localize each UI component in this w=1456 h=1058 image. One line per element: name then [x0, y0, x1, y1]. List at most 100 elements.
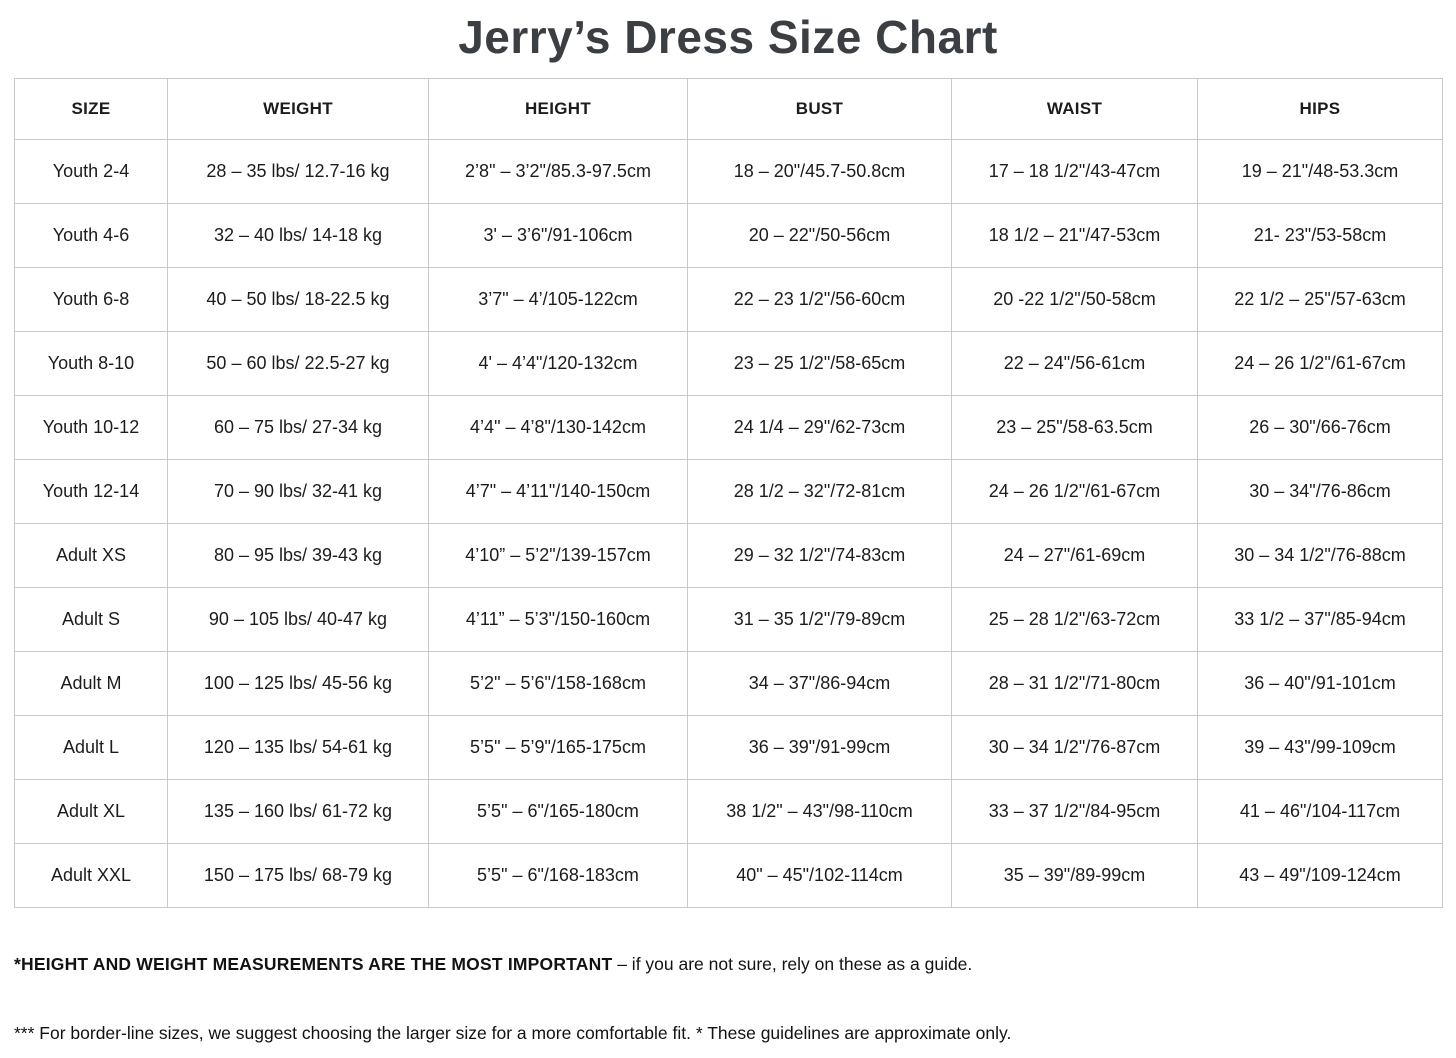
- size-cell: Youth 12-14: [14, 459, 168, 524]
- measurement-cell: 24 – 26 1/2"/61-67cm: [951, 459, 1198, 524]
- size-cell: Youth 4-6: [14, 203, 168, 268]
- measurement-cell: 30 – 34"/76-86cm: [1197, 459, 1443, 524]
- measurement-cell: 29 – 32 1/2"/74-83cm: [687, 523, 952, 588]
- measurement-cell: 36 – 39"/91-99cm: [687, 715, 952, 780]
- size-cell: Adult M: [14, 651, 168, 716]
- column-header-hips: HIPS: [1197, 78, 1443, 140]
- table-row: Youth 2-4 28 – 35 lbs/ 12.7-16 kg 2’8" – 3…: [14, 139, 1443, 204]
- header-row: SIZE WEIGHT HEIGHT BUST WAIST HIPS: [14, 78, 1443, 140]
- measurement-cell: 18 – 20"/45.7-50.8cm: [687, 139, 952, 204]
- table-row: Adult S 90 – 105 lbs/ 40-47 kg 4’11” – 5’3…: [14, 587, 1443, 652]
- table-header: SIZE WEIGHT HEIGHT BUST WAIST HIPS: [14, 78, 1443, 140]
- footnotes: *HEIGHT AND WEIGHT MEASUREMENTS ARE THE …: [14, 954, 1442, 1045]
- measurement-cell: 24 – 26 1/2"/61-67cm: [1197, 331, 1443, 396]
- table-row: Youth 4-6 32 – 40 lbs/ 14-18 kg 3' – 3’6"/…: [14, 203, 1443, 268]
- measurement-cell: 28 1/2 – 32"/72-81cm: [687, 459, 952, 524]
- footnote-height-weight: *HEIGHT AND WEIGHT MEASUREMENTS ARE THE …: [14, 954, 1442, 976]
- measurement-cell: 24 – 27"/61-69cm: [951, 523, 1198, 588]
- measurement-cell: 31 – 35 1/2"/79-89cm: [687, 587, 952, 652]
- column-header-height: HEIGHT: [428, 78, 688, 140]
- column-header-bust: BUST: [687, 78, 952, 140]
- measurement-cell: 32 – 40 lbs/ 14-18 kg: [167, 203, 429, 268]
- measurement-cell: 80 – 95 lbs/ 39-43 kg: [167, 523, 429, 588]
- measurement-cell: 25 – 28 1/2"/63-72cm: [951, 587, 1198, 652]
- measurement-cell: 19 – 21"/48-53.3cm: [1197, 139, 1443, 204]
- measurement-cell: 21- 23"/53-58cm: [1197, 203, 1443, 268]
- measurement-cell: 5’2" – 5’6"/158-168cm: [428, 651, 688, 716]
- measurement-cell: 3' – 3’6"/91-106cm: [428, 203, 688, 268]
- measurement-cell: 30 – 34 1/2"/76-88cm: [1197, 523, 1443, 588]
- size-cell: Youth 6-8: [14, 267, 168, 332]
- measurement-cell: 26 – 30"/66-76cm: [1197, 395, 1443, 460]
- measurement-cell: 41 – 46"/104-117cm: [1197, 779, 1443, 844]
- size-cell: Adult S: [14, 587, 168, 652]
- table-row: Adult XXL 150 – 175 lbs/ 68-79 kg 5’5" – 6…: [14, 843, 1443, 908]
- measurement-cell: 30 – 34 1/2"/76-87cm: [951, 715, 1198, 780]
- measurement-cell: 135 – 160 lbs/ 61-72 kg: [167, 779, 429, 844]
- measurement-cell: 4’7" – 4’11"/140-150cm: [428, 459, 688, 524]
- column-header-weight: WEIGHT: [167, 78, 429, 140]
- measurement-cell: 22 1/2 – 25"/57-63cm: [1197, 267, 1443, 332]
- size-cell: Youth 10-12: [14, 395, 168, 460]
- measurement-cell: 5’5" – 5’9"/165-175cm: [428, 715, 688, 780]
- measurement-cell: 34 – 37"/86-94cm: [687, 651, 952, 716]
- column-header-waist: WAIST: [951, 78, 1198, 140]
- size-cell: Adult L: [14, 715, 168, 780]
- table-row: Youth 6-8 40 – 50 lbs/ 18-22.5 kg 3’7" – 4…: [14, 267, 1443, 332]
- measurement-cell: 39 – 43"/99-109cm: [1197, 715, 1443, 780]
- table-row: Adult XS 80 – 95 lbs/ 39-43 kg 4’10” – 5’2…: [14, 523, 1443, 588]
- measurement-cell: 4’10” – 5’2"/139-157cm: [428, 523, 688, 588]
- measurement-cell: 40 – 50 lbs/ 18-22.5 kg: [167, 267, 429, 332]
- footnote-regular-text: – if you are not sure, rely on these as …: [612, 954, 973, 974]
- table-body: Youth 2-4 28 – 35 lbs/ 12.7-16 kg 2’8" – 3…: [14, 139, 1443, 908]
- measurement-cell: 50 – 60 lbs/ 22.5-27 kg: [167, 331, 429, 396]
- footnote-borderline-sizes: *** For border-line sizes, we suggest ch…: [14, 1023, 1442, 1045]
- measurement-cell: 2’8" – 3’2"/85.3-97.5cm: [428, 139, 688, 204]
- table-row: Youth 10-12 60 – 75 lbs/ 27-34 kg 4’4" – 4…: [14, 395, 1443, 460]
- dress-size-table: SIZE WEIGHT HEIGHT BUST WAIST HIPS Youth 2-4 2…: [14, 78, 1443, 908]
- measurement-cell: 20 -22 1/2"/50-58cm: [951, 267, 1198, 332]
- page-title: Jerry’s Dress Size Chart: [458, 11, 998, 63]
- size-cell: Adult XL: [14, 779, 168, 844]
- measurement-cell: 20 – 22"/50-56cm: [687, 203, 952, 268]
- table-row: Youth 12-14 70 – 90 lbs/ 32-41 kg 4’7" – 4…: [14, 459, 1443, 524]
- measurement-cell: 150 – 175 lbs/ 68-79 kg: [167, 843, 429, 908]
- column-header-size: SIZE: [14, 78, 168, 140]
- table-row: Youth 8-10 50 – 60 lbs/ 22.5-27 kg 4' – 4’…: [14, 331, 1443, 396]
- measurement-cell: 33 – 37 1/2"/84-95cm: [951, 779, 1198, 844]
- measurement-cell: 38 1/2" – 43"/98-110cm: [687, 779, 952, 844]
- measurement-cell: 22 – 23 1/2"/56-60cm: [687, 267, 952, 332]
- measurement-cell: 24 1/4 – 29"/62-73cm: [687, 395, 952, 460]
- footnote-bold-text: *HEIGHT AND WEIGHT MEASUREMENTS ARE THE …: [14, 954, 613, 974]
- measurement-cell: 18 1/2 – 21"/47-53cm: [951, 203, 1198, 268]
- measurement-cell: 36 – 40"/91-101cm: [1197, 651, 1443, 716]
- table-row: Adult XL 135 – 160 lbs/ 61-72 kg 5’5" – 6"…: [14, 779, 1443, 844]
- measurement-cell: 3’7" – 4’/105-122cm: [428, 267, 688, 332]
- size-cell: Adult XS: [14, 523, 168, 588]
- measurement-cell: 28 – 35 lbs/ 12.7-16 kg: [167, 139, 429, 204]
- measurement-cell: 4’11” – 5’3"/150-160cm: [428, 587, 688, 652]
- measurement-cell: 40" – 45"/102-114cm: [687, 843, 952, 908]
- table-row: Adult M 100 – 125 lbs/ 45-56 kg 5’2" – 5’6…: [14, 651, 1443, 716]
- measurement-cell: 28 – 31 1/2"/71-80cm: [951, 651, 1198, 716]
- measurement-cell: 5’5" – 6"/168-183cm: [428, 843, 688, 908]
- measurement-cell: 23 – 25"/58-63.5cm: [951, 395, 1198, 460]
- measurement-cell: 100 – 125 lbs/ 45-56 kg: [167, 651, 429, 716]
- measurement-cell: 5’5" – 6"/165-180cm: [428, 779, 688, 844]
- footnote-regular-text: *** For border-line sizes, we suggest ch…: [14, 1022, 1012, 1043]
- size-cell: Youth 2-4: [14, 139, 168, 204]
- measurement-cell: 4’4" – 4’8"/130-142cm: [428, 395, 688, 460]
- size-cell: Adult XXL: [14, 843, 168, 908]
- measurement-cell: 35 – 39"/89-99cm: [951, 843, 1198, 908]
- measurement-cell: 23 – 25 1/2"/58-65cm: [687, 331, 952, 396]
- measurement-cell: 70 – 90 lbs/ 32-41 kg: [167, 459, 429, 524]
- measurement-cell: 33 1/2 – 37"/85-94cm: [1197, 587, 1443, 652]
- measurement-cell: 4' – 4’4"/120-132cm: [428, 331, 688, 396]
- measurement-cell: 22 – 24"/56-61cm: [951, 331, 1198, 396]
- measurement-cell: 90 – 105 lbs/ 40-47 kg: [167, 587, 429, 652]
- measurement-cell: 120 – 135 lbs/ 54-61 kg: [167, 715, 429, 780]
- measurement-cell: 43 – 49"/109-124cm: [1197, 843, 1443, 908]
- size-cell: Youth 8-10: [14, 331, 168, 396]
- measurement-cell: 60 – 75 lbs/ 27-34 kg: [167, 395, 429, 460]
